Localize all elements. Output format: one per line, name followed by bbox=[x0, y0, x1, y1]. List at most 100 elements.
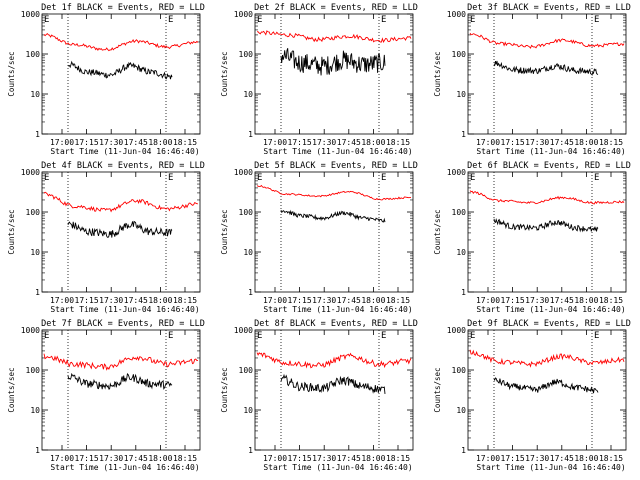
series-events-line bbox=[493, 377, 599, 394]
x-tick-label: 17:00 bbox=[476, 296, 500, 305]
x-tick-label: 18:15 bbox=[173, 454, 197, 463]
event-marker-label: E bbox=[168, 331, 173, 341]
event-marker-label: E bbox=[594, 173, 599, 183]
series-lld-line bbox=[469, 190, 625, 205]
axes-frame bbox=[254, 171, 414, 293]
y-tick-label: 1000 bbox=[21, 10, 40, 19]
series-events-line bbox=[280, 373, 386, 394]
series-events-line bbox=[67, 60, 173, 80]
panel-8: Det 8f BLACK = Events, RED = LLD 1 10 100 10… bbox=[220, 319, 418, 472]
y-tick-label: 1 bbox=[248, 446, 253, 455]
x-tick-label: 17:45 bbox=[550, 454, 574, 463]
x-axis-label: Start Time (11-Jun-04 16:46:40) bbox=[476, 305, 625, 314]
x-tick-label: 18:00 bbox=[361, 138, 385, 147]
y-axis-label: Counts/sec bbox=[433, 51, 442, 96]
x-tick-label: 17:30 bbox=[312, 454, 336, 463]
x-tick-label: 18:15 bbox=[599, 454, 623, 463]
x-tick-label: 17:45 bbox=[550, 296, 574, 305]
y-tick-label: 1000 bbox=[234, 326, 253, 335]
event-marker-label: E bbox=[257, 331, 262, 341]
x-tick-label: 17:45 bbox=[124, 296, 148, 305]
event-marker-label: E bbox=[594, 331, 599, 341]
event-marker-label: E bbox=[470, 331, 475, 341]
y-tick-label: 100 bbox=[26, 50, 41, 59]
panel-3: Det 3f BLACK = Events, RED = LLD 1 10 100 10… bbox=[433, 3, 631, 156]
x-tick-label: 18:15 bbox=[386, 296, 410, 305]
panel-2: Det 2f BLACK = Events, RED = LLD 1 10 100 10… bbox=[220, 3, 418, 156]
x-tick-label: 18:00 bbox=[148, 138, 172, 147]
x-tick-label: 18:00 bbox=[148, 296, 172, 305]
y-axis-label: Counts/sec bbox=[7, 209, 16, 254]
x-tick-label: 17:45 bbox=[550, 138, 574, 147]
event-marker-label: E bbox=[168, 173, 173, 183]
y-tick-label: 1000 bbox=[447, 168, 466, 177]
panel-5: Det 5f BLACK = Events, RED = LLD 1 10 100 10… bbox=[220, 161, 418, 314]
x-tick-label: 17:15 bbox=[75, 296, 99, 305]
axes-frame bbox=[467, 171, 627, 293]
x-tick-label: 17:15 bbox=[288, 138, 312, 147]
series-lld-line bbox=[469, 32, 625, 49]
x-tick-label: 17:45 bbox=[124, 454, 148, 463]
x-tick-label: 18:15 bbox=[599, 296, 623, 305]
y-tick-label: 1000 bbox=[234, 168, 253, 177]
panel-title: Det 3f BLACK = Events, RED = LLD bbox=[467, 3, 631, 13]
y-tick-label: 1 bbox=[248, 130, 253, 139]
panel-title: Det 6f BLACK = Events, RED = LLD bbox=[467, 161, 631, 171]
y-tick-label: 10 bbox=[243, 248, 253, 257]
y-tick-label: 100 bbox=[26, 366, 41, 375]
x-tick-label: 17:45 bbox=[337, 454, 361, 463]
x-tick-label: 18:15 bbox=[173, 296, 197, 305]
y-tick-label: 10 bbox=[456, 406, 466, 415]
y-tick-label: 1 bbox=[461, 288, 466, 297]
series-lld-line bbox=[43, 353, 198, 371]
x-tick-label: 18:15 bbox=[599, 138, 623, 147]
x-tick-label: 17:00 bbox=[50, 454, 74, 463]
axes-frame bbox=[41, 171, 201, 293]
axes-frame bbox=[254, 13, 414, 135]
event-marker-label: E bbox=[44, 173, 49, 183]
x-tick-label: 17:30 bbox=[99, 454, 123, 463]
series-lld-line bbox=[469, 349, 625, 368]
x-tick-label: 17:30 bbox=[99, 138, 123, 147]
x-tick-label: 17:15 bbox=[75, 138, 99, 147]
x-tick-label: 17:00 bbox=[263, 296, 287, 305]
y-axis-label: Counts/sec bbox=[220, 51, 229, 96]
series-lld-line bbox=[43, 32, 199, 52]
x-tick-label: 17:15 bbox=[288, 454, 312, 463]
y-axis-label: Counts/sec bbox=[7, 367, 16, 412]
x-tick-label: 18:00 bbox=[361, 454, 385, 463]
x-tick-label: 17:45 bbox=[124, 138, 148, 147]
series-events-line bbox=[67, 372, 173, 390]
y-tick-label: 100 bbox=[452, 366, 467, 375]
event-marker-label: E bbox=[470, 15, 475, 25]
y-axis-label: Counts/sec bbox=[220, 209, 229, 254]
x-tick-label: 17:30 bbox=[312, 296, 336, 305]
axes-frame bbox=[467, 13, 627, 135]
panel-title: Det 5f BLACK = Events, RED = LLD bbox=[254, 161, 418, 171]
x-axis-label: Start Time (11-Jun-04 16:46:40) bbox=[476, 147, 625, 156]
event-marker-label: E bbox=[381, 331, 386, 341]
x-tick-label: 17:30 bbox=[312, 138, 336, 147]
y-tick-label: 10 bbox=[30, 90, 40, 99]
x-tick-label: 17:00 bbox=[476, 138, 500, 147]
y-axis-label: Counts/sec bbox=[433, 367, 442, 412]
y-tick-label: 100 bbox=[452, 208, 467, 217]
x-tick-label: 17:15 bbox=[501, 296, 525, 305]
axes-frame bbox=[254, 329, 414, 451]
y-tick-label: 1 bbox=[35, 130, 40, 139]
panel-9: Det 9f BLACK = Events, RED = LLD 1 10 100 10… bbox=[433, 319, 631, 472]
y-tick-label: 10 bbox=[243, 406, 253, 415]
y-tick-label: 1 bbox=[35, 446, 40, 455]
series-events-line bbox=[280, 209, 386, 223]
panel-title: Det 8f BLACK = Events, RED = LLD bbox=[254, 319, 418, 329]
panel-title: Det 2f BLACK = Events, RED = LLD bbox=[254, 3, 418, 13]
x-tick-label: 17:15 bbox=[75, 454, 99, 463]
event-marker-label: E bbox=[594, 15, 599, 25]
x-tick-label: 17:30 bbox=[525, 296, 549, 305]
y-tick-label: 1 bbox=[35, 288, 40, 297]
x-tick-label: 18:00 bbox=[361, 296, 385, 305]
event-marker-label: E bbox=[470, 173, 475, 183]
x-tick-label: 17:45 bbox=[337, 138, 361, 147]
event-marker-label: E bbox=[168, 15, 173, 25]
x-axis-label: Start Time (11-Jun-04 16:46:40) bbox=[263, 305, 412, 314]
